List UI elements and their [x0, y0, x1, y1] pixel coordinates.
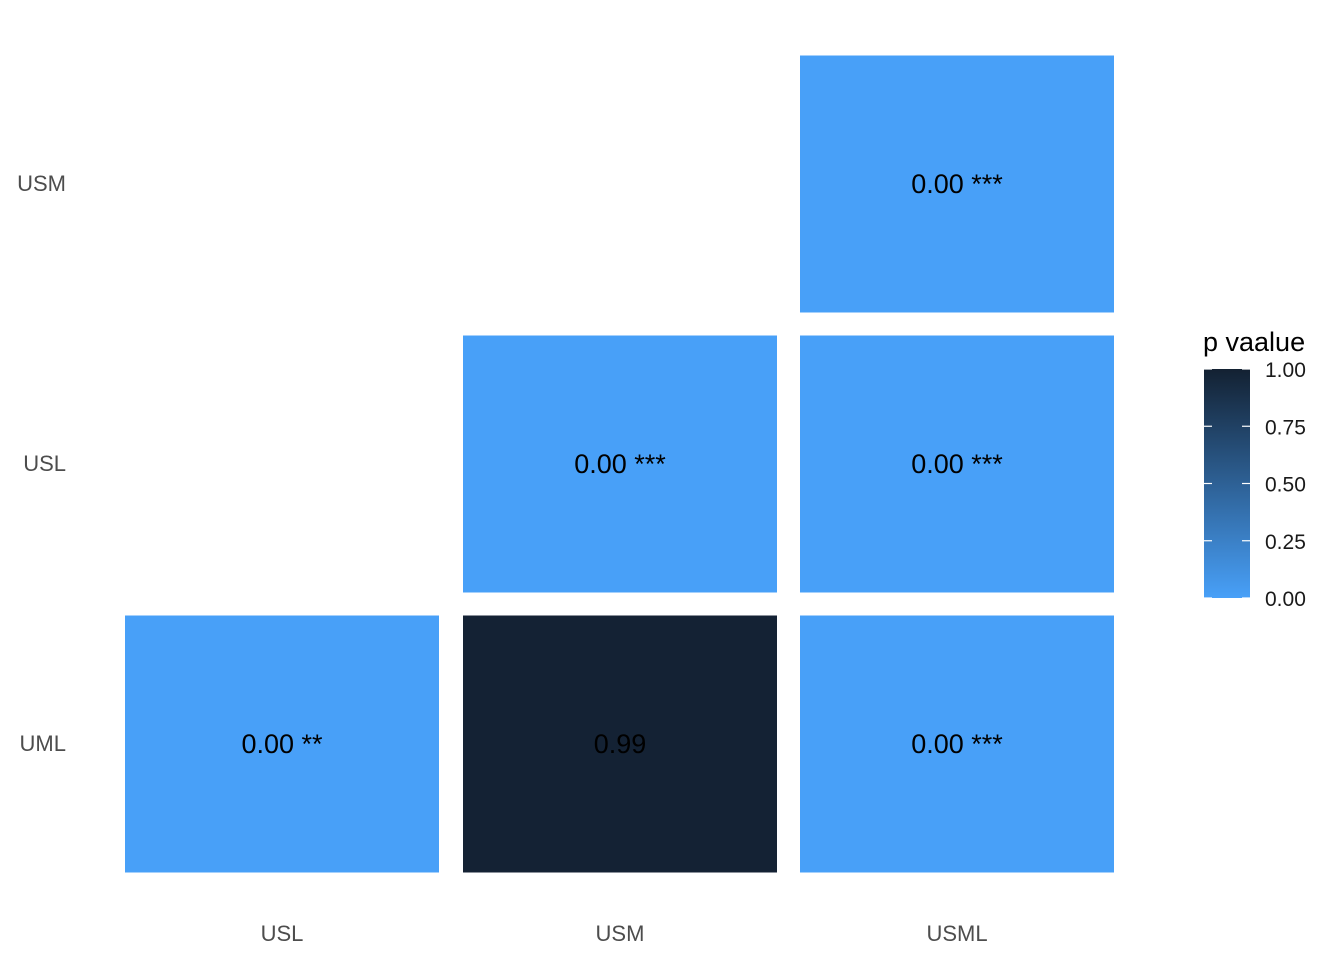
heatmap-cell-rect	[463, 335, 777, 593]
heatmap-cell-label: 0.00 ***	[574, 449, 666, 479]
heatmap-cell: 0.00 **	[125, 615, 439, 873]
heatmap-cell-rect	[800, 335, 1114, 593]
heatmap-cell-label: 0.00 ***	[911, 449, 1003, 479]
heatmap-cell-rect	[463, 615, 777, 873]
x-tick-label: USL	[261, 921, 304, 946]
color-legend: p vaalue 0.00 0.25 0.50 0.75 1.00	[1203, 327, 1306, 611]
y-tick-label: UML	[20, 731, 66, 756]
heatmap-cell-rect	[800, 55, 1114, 313]
y-tick-label: USL	[23, 451, 66, 476]
x-tick-label: USM	[596, 921, 645, 946]
heatmap-cell-rect	[800, 615, 1114, 873]
legend-tick-label: 0.75	[1265, 416, 1306, 439]
legend-title: p vaalue	[1203, 327, 1305, 357]
legend-tick-label: 0.25	[1265, 531, 1306, 554]
heatmap-cell: 0.00 ***	[800, 335, 1114, 593]
y-tick-label: USM	[17, 171, 66, 196]
heatmap-cell-label: 0.00 **	[241, 729, 323, 759]
heatmap-cell: 0.00 ***	[463, 335, 777, 593]
heatmap-cell: 0.99	[463, 615, 777, 873]
heatmap-cell-label: 0.99	[594, 729, 647, 759]
x-axis-ticks: USL USM USML	[261, 921, 988, 946]
heatmap-cell-label: 0.00 ***	[911, 729, 1003, 759]
x-tick-label: USML	[926, 921, 987, 946]
legend-tick-label: 0.50	[1265, 474, 1306, 497]
heatmap-cell: 0.00 ***	[800, 615, 1114, 873]
heatmap-cells: 0.00 ** 0.99 0.00 *** 0.00 *** 0.00 *** 0.00 …	[125, 55, 1114, 873]
y-axis-ticks: UML USL USM	[17, 171, 66, 756]
heatmap-cell: 0.00 ***	[800, 55, 1114, 313]
legend-ticks: 0.00 0.25 0.50 0.75 1.00	[1204, 359, 1306, 611]
heatmap-cell-rect	[125, 615, 439, 873]
heatmap-cell-label: 0.00 ***	[911, 169, 1003, 199]
legend-tick-label: 0.00	[1265, 588, 1306, 611]
legend-tick-label: 1.00	[1265, 359, 1306, 382]
